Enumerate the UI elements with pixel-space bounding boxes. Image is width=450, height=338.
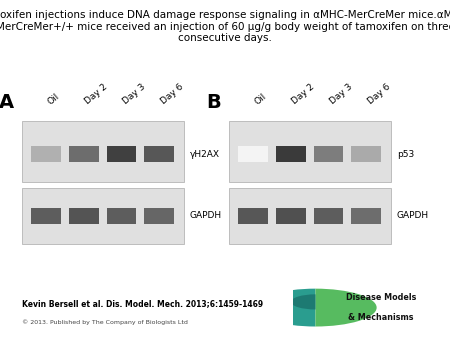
Text: Day 2: Day 2 (84, 82, 109, 106)
Bar (276, 208, 306, 224)
Bar (351, 208, 381, 224)
Text: Oil: Oil (46, 92, 61, 106)
Bar (229, 188, 392, 244)
Bar (238, 208, 268, 224)
Bar (314, 208, 343, 224)
Text: Day 2: Day 2 (291, 82, 316, 106)
Bar (107, 146, 136, 162)
Text: A: A (0, 93, 14, 112)
Bar (31, 208, 61, 224)
Text: p53: p53 (397, 150, 414, 159)
Bar (238, 146, 268, 162)
Bar (276, 146, 306, 162)
Text: Day 6: Day 6 (366, 82, 392, 106)
Bar (144, 208, 174, 224)
Bar (69, 208, 99, 224)
Text: GAPDH: GAPDH (397, 211, 429, 220)
Text: Disease Models: Disease Models (346, 293, 416, 302)
Text: GAPDH: GAPDH (190, 211, 222, 220)
Text: B: B (206, 93, 221, 112)
Bar (22, 188, 184, 244)
Text: Oil: Oil (253, 92, 268, 106)
Text: & Mechanisms: & Mechanisms (348, 313, 414, 321)
Text: Day 6: Day 6 (159, 82, 185, 106)
Wedge shape (291, 294, 315, 310)
Text: © 2013. Published by The Company of Biologists Ltd: © 2013. Published by The Company of Biol… (22, 319, 189, 325)
Text: Day 3: Day 3 (328, 82, 355, 106)
Bar (31, 146, 61, 162)
Wedge shape (315, 289, 377, 327)
Text: Kevin Bersell et al. Dis. Model. Mech. 2013;6:1459-1469: Kevin Bersell et al. Dis. Model. Mech. 2… (22, 299, 264, 308)
Bar (229, 121, 392, 182)
Bar (144, 146, 174, 162)
Text: Day 3: Day 3 (122, 82, 148, 106)
Wedge shape (254, 289, 315, 327)
Text: γH2AX: γH2AX (190, 150, 220, 159)
Bar (22, 121, 184, 182)
Bar (314, 146, 343, 162)
Bar (351, 146, 381, 162)
Bar (107, 208, 136, 224)
Bar (69, 146, 99, 162)
Text: Tamoxifen injections induce DNA damage response signaling in αMHC-MerCreMer mice: Tamoxifen injections induce DNA damage r… (0, 10, 450, 43)
